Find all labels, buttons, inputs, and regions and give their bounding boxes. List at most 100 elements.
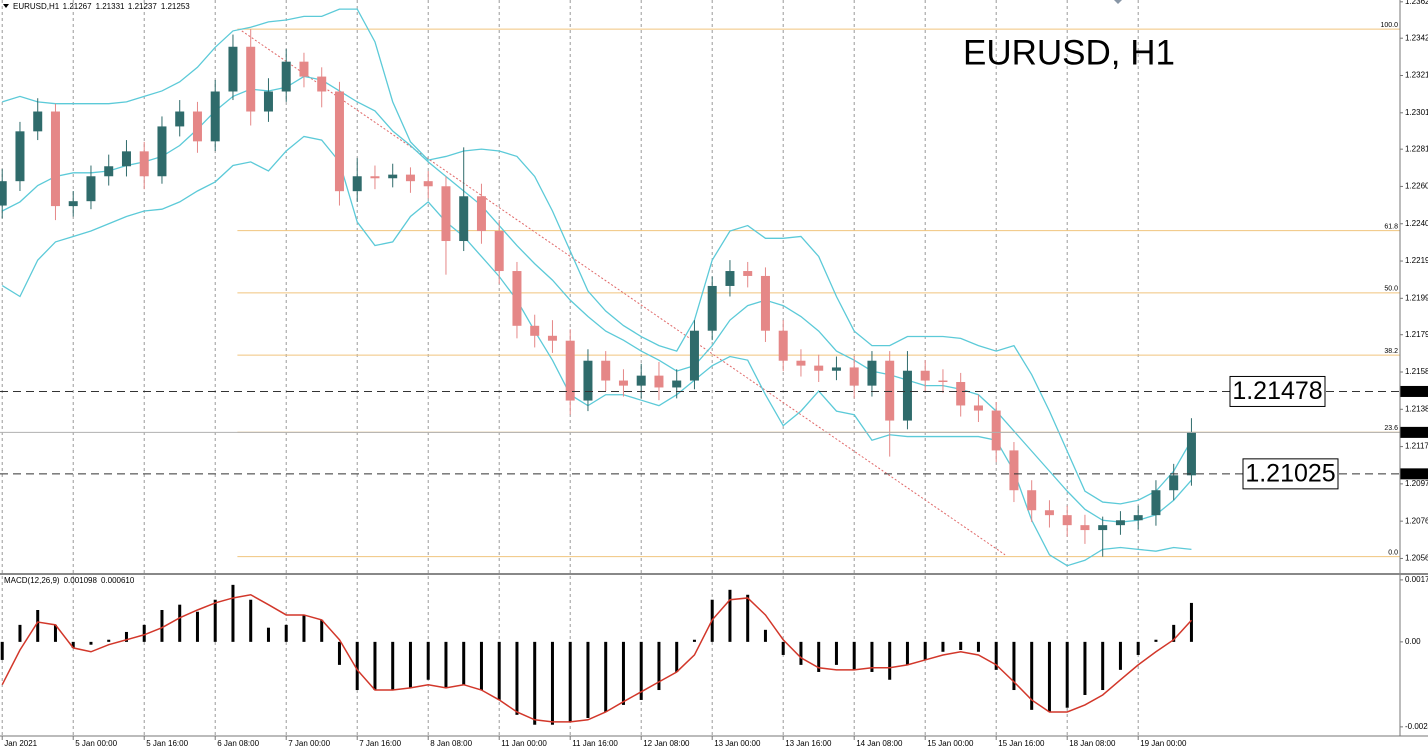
price-tag-label: 1.21253 xyxy=(1402,427,1428,436)
level-box-label: 1.21478 xyxy=(1232,377,1322,405)
plot-layer: 100.0 61.8 50.0 38.2 23.6 0.0 xyxy=(0,8,1400,725)
candle-body xyxy=(1044,510,1054,516)
fibo-label: 50.0 xyxy=(1384,286,1398,293)
y-tick-label: 1.22195 xyxy=(1405,256,1428,265)
y-tick-label: -0.0024 xyxy=(1405,722,1428,731)
histogram-bar xyxy=(320,619,324,642)
candle-body xyxy=(902,370,912,421)
y-tick-label: 1.23620 xyxy=(1405,0,1428,6)
fibo-label: 0.0 xyxy=(1388,549,1398,556)
y-tick-label: 1.23010 xyxy=(1405,108,1428,117)
histogram-bar xyxy=(852,641,856,670)
histogram-bar xyxy=(976,641,980,652)
histogram-bar xyxy=(302,614,306,642)
histogram-bar xyxy=(213,599,217,642)
x-tick-label: 15 Jan 16:00 xyxy=(998,739,1045,748)
candle-body xyxy=(405,174,415,182)
y-tick-label: 1.22605 xyxy=(1405,182,1428,191)
candle-body xyxy=(956,382,966,406)
level-box xyxy=(1229,375,1326,407)
x-tick-label: 18 Jan 08:00 xyxy=(1069,739,1116,748)
histogram-bar xyxy=(1172,624,1176,642)
x-tick-label: 15 Jan 00:00 xyxy=(927,739,974,748)
macd-signal: 0.000610 xyxy=(101,576,135,585)
histogram-bar xyxy=(1101,641,1105,691)
candle-body xyxy=(459,196,469,242)
candle-body xyxy=(920,370,930,381)
histogram-bar xyxy=(497,641,501,700)
y-tick-label: 0.00175 xyxy=(1405,575,1428,584)
candle-body xyxy=(743,271,753,276)
candle-body xyxy=(707,285,717,331)
header-open: 1.21267 xyxy=(63,2,92,11)
y-tick-label: 1.21990 xyxy=(1405,293,1428,302)
candle-body xyxy=(1098,525,1108,531)
histogram-bar xyxy=(391,641,395,691)
price-tag-label: 1.21478 xyxy=(1402,387,1428,396)
histogram-bar xyxy=(834,641,838,665)
candle-body xyxy=(281,61,291,92)
candle-body xyxy=(849,367,859,386)
x-tick-label: 14 Jan 08:00 xyxy=(856,739,903,748)
x-tick-label: 7 Jan 00:00 xyxy=(288,739,330,748)
candle-body xyxy=(157,126,167,177)
candle-body xyxy=(796,360,806,366)
candle-body xyxy=(583,360,593,401)
candle-body xyxy=(1151,490,1161,516)
histogram-bar xyxy=(1065,641,1069,708)
header-low: 1.21237 xyxy=(128,2,157,11)
histogram-bar xyxy=(1189,602,1193,642)
histogram-bar xyxy=(515,641,519,715)
histogram-bar xyxy=(195,611,199,642)
chart-title: EURUSD, H1 xyxy=(963,33,1175,72)
histogram-bar xyxy=(53,624,57,642)
header-close: 1.21253 xyxy=(161,2,190,11)
header-high: 1.21331 xyxy=(96,2,125,11)
candle-body xyxy=(334,91,344,192)
macd-name: MACD(12,26,9) xyxy=(4,576,60,585)
header-arrow xyxy=(3,4,9,8)
candle-body xyxy=(973,405,983,411)
candle-body xyxy=(299,61,309,77)
header-text: EURUSD,H1 1.21267 1.21331 1.21237 1.21253 xyxy=(13,2,190,11)
candle-body xyxy=(672,380,682,388)
histogram-bar xyxy=(870,641,874,672)
candle-body xyxy=(636,375,646,386)
histogram-bar xyxy=(1047,641,1051,712)
histogram-bar xyxy=(799,641,803,665)
shift-marker xyxy=(1114,0,1122,4)
histogram-bar xyxy=(142,624,146,642)
x-tick-label: 11 Jan 00:00 xyxy=(501,739,547,748)
y-tick-label: 1.23215 xyxy=(1405,71,1428,80)
histogram-bar xyxy=(586,641,590,719)
price-tag xyxy=(1400,385,1428,397)
candle-body xyxy=(388,174,398,179)
candle-body xyxy=(476,196,486,232)
histogram-bar xyxy=(604,641,608,712)
candle-body xyxy=(1133,515,1143,521)
candle-body xyxy=(1062,515,1072,526)
histogram-bar xyxy=(124,631,128,642)
histogram-bar xyxy=(1136,641,1140,655)
header: EURUSD,H1 1.21267 1.21331 1.21237 1.21253 xyxy=(3,2,190,11)
histogram-bar xyxy=(444,641,448,688)
x-tick-label: 11 Jan 16:00 xyxy=(572,739,618,748)
histogram-bar xyxy=(746,594,750,642)
x-tick-label: 5 Jan 16:00 xyxy=(146,739,188,748)
histogram-bar xyxy=(675,641,679,672)
candle-body xyxy=(618,380,628,386)
candle-body xyxy=(15,131,25,182)
x-tick-label: 7 Jan 16:00 xyxy=(359,739,401,748)
level-box xyxy=(1242,458,1339,490)
histogram-bar xyxy=(160,609,164,642)
y-tick-label: 1.22810 xyxy=(1405,144,1428,153)
candle-body xyxy=(814,365,824,371)
fibo-label: 23.6 xyxy=(1384,425,1398,432)
candle-body xyxy=(1186,432,1196,476)
histogram-bar xyxy=(728,589,732,642)
candle-body xyxy=(104,166,114,177)
histogram-bar xyxy=(959,641,963,651)
y-tick-label: 1.21175 xyxy=(1405,442,1428,451)
